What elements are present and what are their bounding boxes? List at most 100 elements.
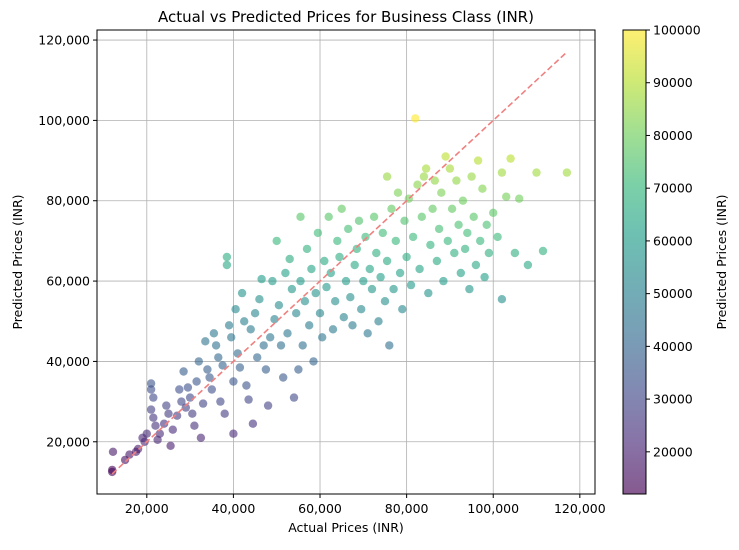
data-point — [361, 232, 370, 242]
data-point — [146, 379, 156, 388]
data-point — [447, 204, 457, 213]
data-point — [484, 248, 494, 258]
data-point — [380, 297, 390, 306]
data-point — [348, 321, 357, 330]
data-point — [292, 309, 301, 318]
data-point — [179, 367, 188, 376]
data-point — [289, 393, 299, 402]
data-point — [335, 252, 344, 262]
data-point — [324, 212, 333, 221]
data-point — [201, 337, 210, 346]
data-point — [359, 276, 368, 286]
plot-area-frame — [96, 29, 596, 495]
data-point — [183, 383, 193, 392]
data-point — [424, 288, 433, 298]
data-point — [493, 232, 502, 242]
data-point — [237, 288, 247, 298]
data-point — [382, 172, 392, 181]
grid — [97, 30, 595, 494]
data-point — [305, 321, 314, 330]
data-point — [450, 248, 459, 258]
data-point — [439, 276, 448, 286]
y-axis-label: Predicted Prices (INR) — [10, 194, 25, 329]
data-point — [354, 216, 364, 225]
x-tick-label: 20,000 — [125, 501, 169, 516]
data-point — [235, 363, 245, 372]
data-point — [231, 305, 240, 314]
data-point — [421, 164, 431, 173]
data-point — [175, 385, 184, 394]
data-point — [538, 246, 548, 256]
y-tick-label: 40,000 — [46, 354, 90, 369]
colorbar-tick-label: 70000 — [653, 181, 693, 196]
data-point — [248, 419, 258, 428]
data-points — [108, 114, 572, 477]
data-point — [510, 248, 520, 258]
y-tick-label: 120,000 — [38, 33, 90, 48]
data-point — [339, 313, 348, 322]
data-point — [445, 164, 455, 173]
data-point — [471, 260, 481, 270]
data-point — [318, 333, 327, 342]
data-point — [417, 212, 426, 221]
data-point — [149, 393, 158, 402]
data-point — [274, 301, 284, 310]
data-point — [276, 341, 286, 350]
data-point — [166, 441, 175, 450]
data-point — [218, 361, 227, 370]
data-point — [395, 268, 405, 278]
data-point — [456, 268, 465, 278]
data-point — [272, 236, 281, 246]
data-point — [266, 333, 275, 342]
data-point — [222, 252, 232, 262]
data-point — [283, 329, 292, 338]
data-point — [467, 172, 476, 181]
data-point — [311, 288, 320, 298]
data-point — [185, 393, 195, 402]
data-point — [398, 305, 407, 314]
data-point — [443, 236, 452, 246]
data-point — [155, 429, 164, 438]
x-tick-label: 80,000 — [385, 501, 429, 516]
x-axis-ticks: 20,000 40,000 60,000 80,000 100,000 120,000 — [125, 494, 606, 516]
x-tick-label: 40,000 — [212, 501, 256, 516]
data-point — [255, 295, 264, 304]
data-point — [250, 309, 260, 318]
data-point — [350, 260, 359, 270]
data-point — [320, 256, 329, 266]
x-tick-label: 60,000 — [298, 501, 342, 516]
data-point — [382, 256, 392, 266]
data-point — [211, 341, 221, 350]
colorbar-tick-label: 100000 — [653, 23, 701, 38]
data-point — [309, 357, 318, 366]
data-point — [497, 168, 507, 177]
data-point — [188, 409, 197, 418]
data-point — [209, 329, 219, 338]
data-point — [181, 403, 190, 412]
data-point — [220, 409, 229, 418]
data-point — [214, 353, 223, 362]
data-point — [149, 413, 158, 422]
data-point — [478, 184, 487, 193]
data-point — [393, 188, 403, 197]
data-point — [469, 212, 478, 221]
data-point — [257, 274, 266, 284]
data-point — [125, 450, 134, 459]
data-point — [242, 381, 251, 390]
x-tick-label: 120,000 — [554, 501, 606, 516]
data-point — [460, 244, 470, 254]
y-tick-label: 100,000 — [38, 113, 90, 128]
data-point — [229, 377, 238, 386]
data-point — [465, 284, 474, 294]
data-point — [346, 293, 355, 302]
data-point — [151, 421, 160, 430]
data-point — [357, 305, 366, 314]
data-point — [489, 208, 498, 217]
data-point — [502, 192, 511, 201]
data-point — [222, 260, 232, 270]
data-point — [216, 397, 225, 406]
data-point — [430, 176, 439, 185]
data-point — [298, 341, 307, 350]
data-point — [196, 433, 206, 442]
